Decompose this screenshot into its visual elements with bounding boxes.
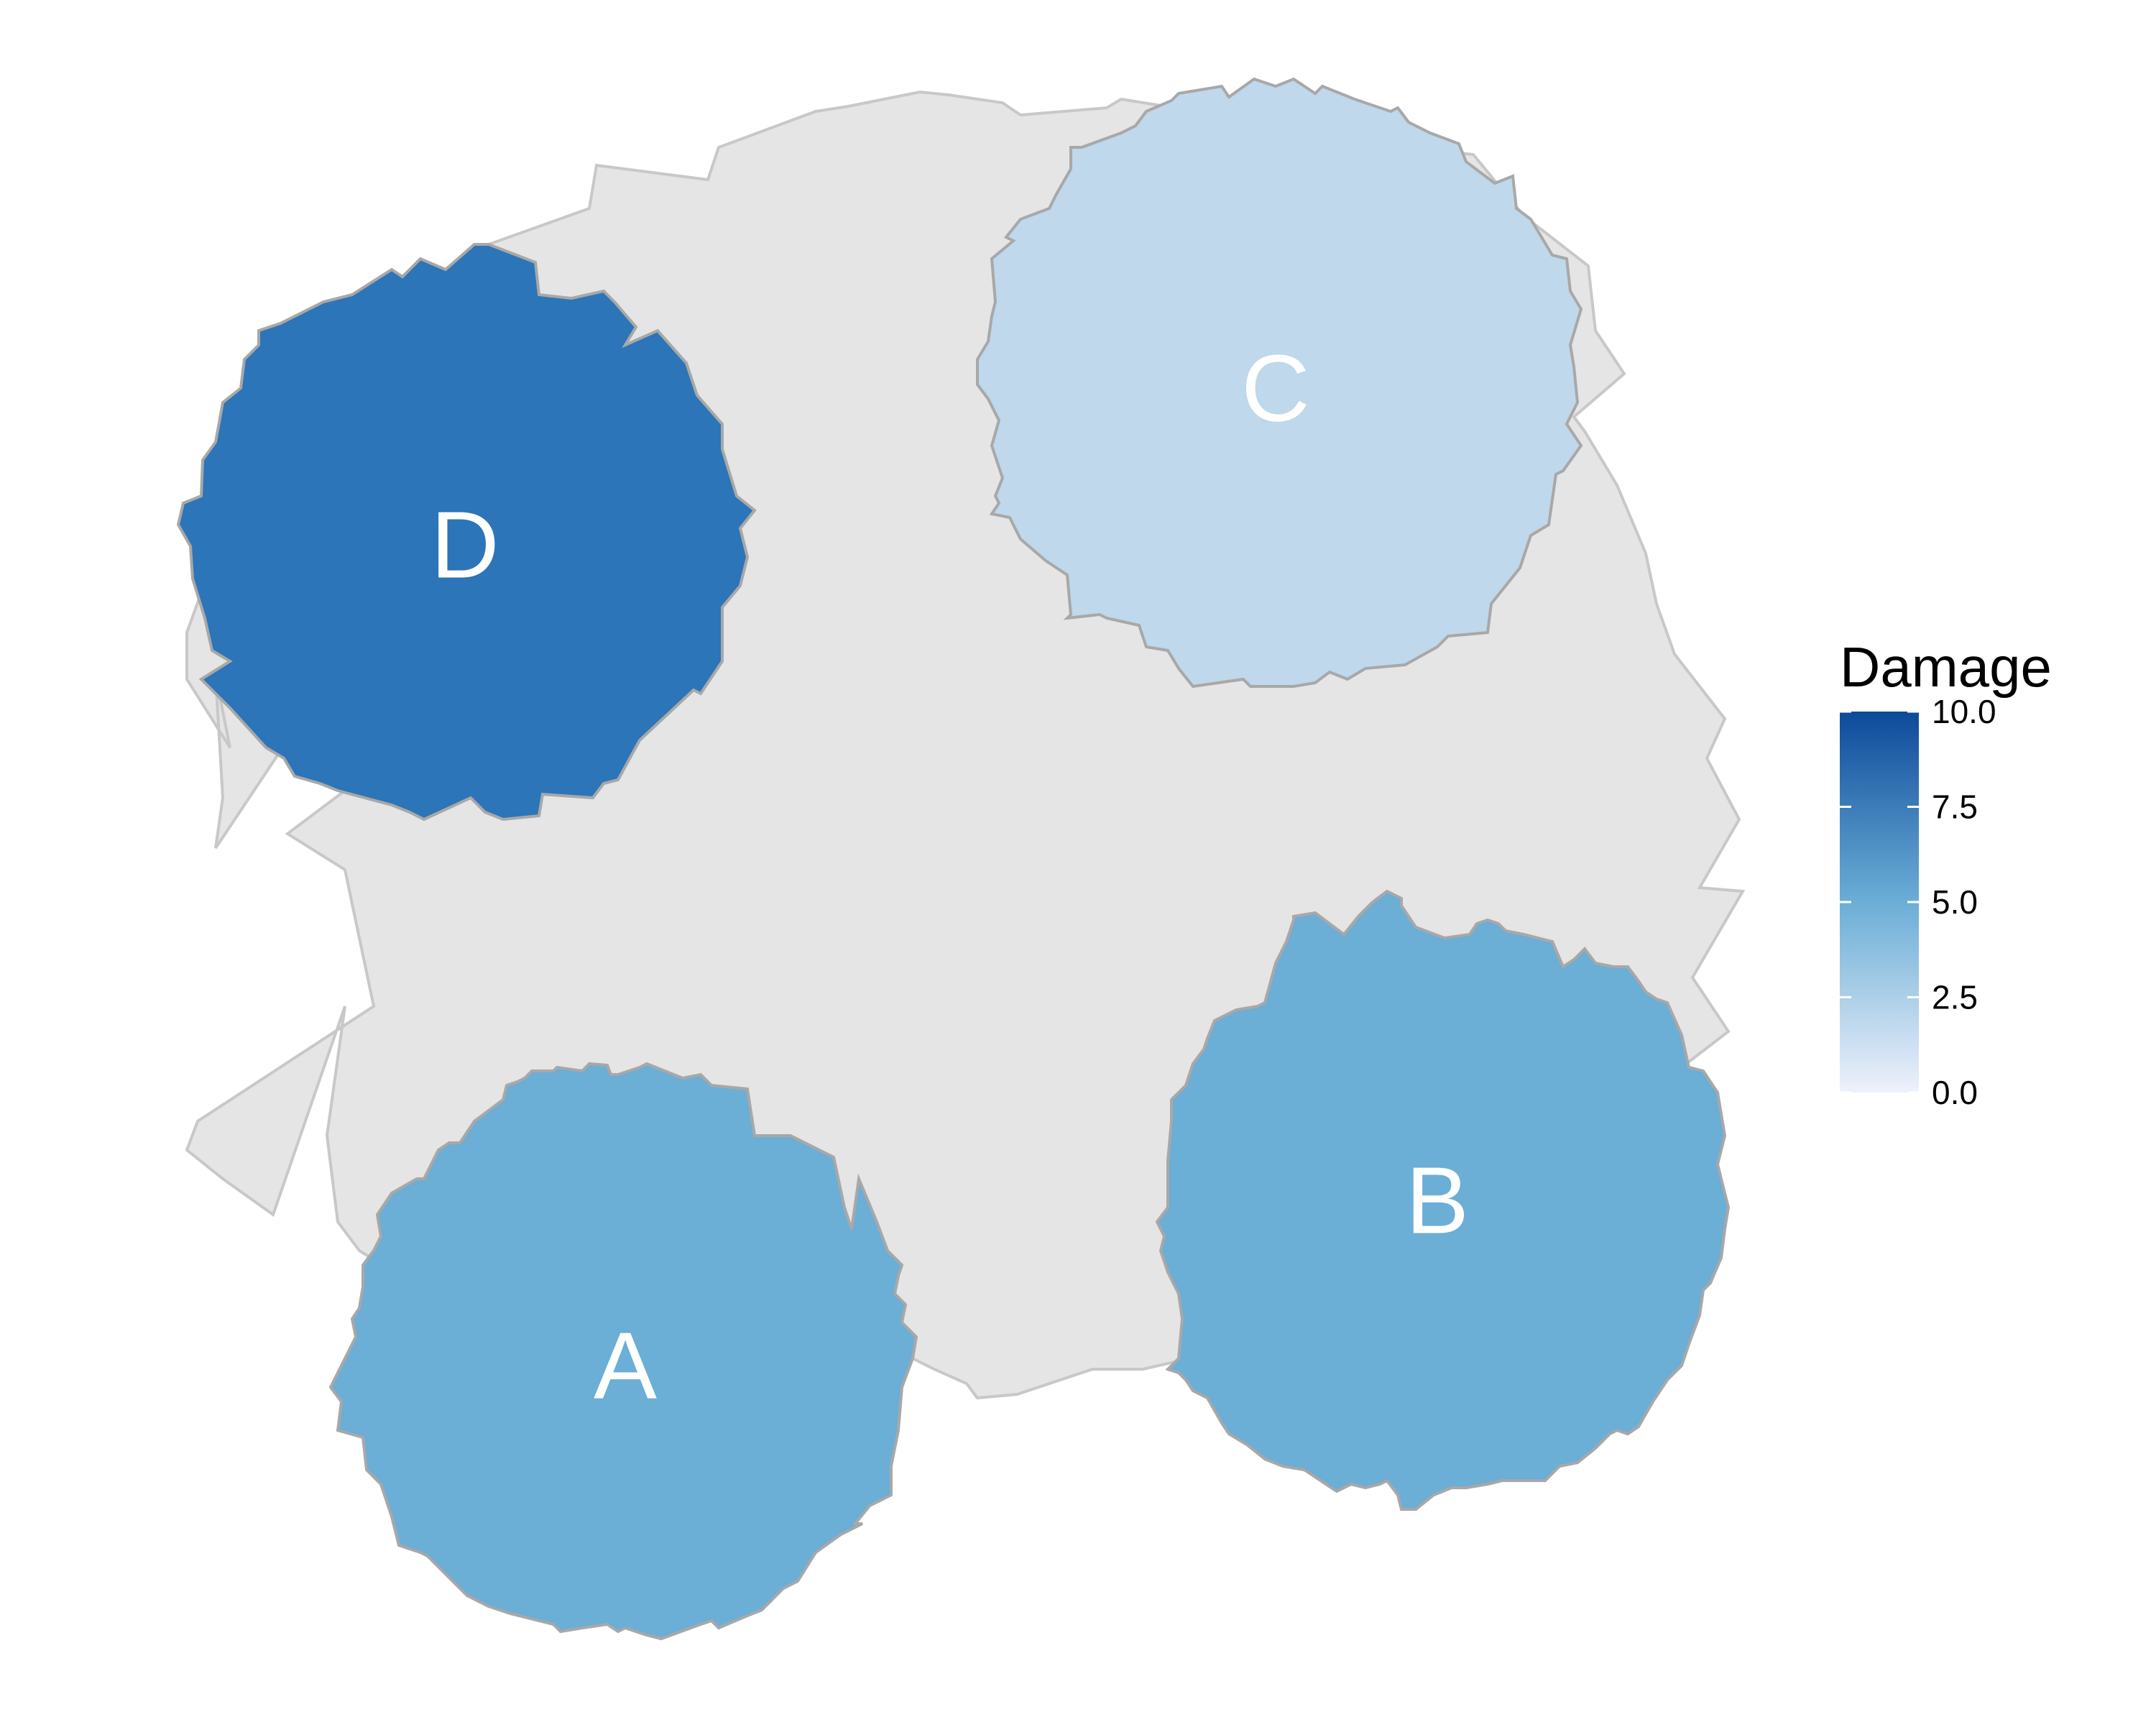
legend-title: Damage (1840, 635, 2052, 699)
region-label-c: C (1241, 336, 1309, 441)
region-label-d: D (430, 492, 499, 598)
region-label-b: B (1406, 1148, 1469, 1254)
legend-tick-label: 7.5 (1932, 788, 1978, 826)
legend-tick-label: 10.0 (1932, 693, 1996, 730)
legend-colorbar (1840, 712, 1919, 1092)
legend: Damage 0.0 2.5 5.0 7.5 10.0 (1840, 635, 2052, 1111)
legend-ticks: 0.0 2.5 5.0 7.5 10.0 (1840, 693, 1996, 1111)
legend-tick-label: 2.5 (1932, 979, 1978, 1016)
legend-tick-label: 0.0 (1932, 1074, 1978, 1111)
region-b[interactable] (1155, 889, 1731, 1511)
region-c[interactable] (976, 77, 1583, 689)
region-a[interactable] (328, 1062, 918, 1641)
legend-tick-label: 5.0 (1932, 883, 1978, 921)
region-label-a: A (594, 1313, 657, 1419)
region-d[interactable] (176, 243, 757, 822)
